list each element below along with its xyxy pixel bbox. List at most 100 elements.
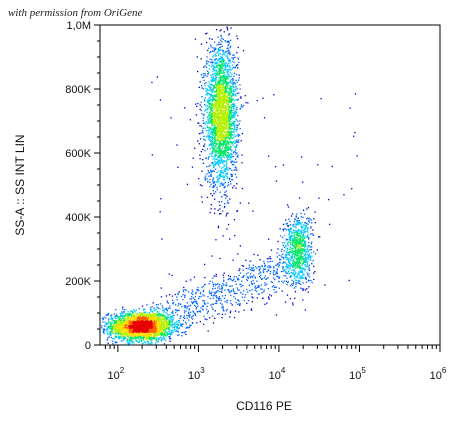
data-point	[214, 95, 216, 97]
data-point	[123, 338, 125, 340]
data-point	[212, 68, 214, 70]
data-point	[212, 55, 214, 58]
data-point	[227, 148, 230, 151]
data-point	[219, 90, 221, 93]
data-point	[197, 102, 199, 105]
data-point	[217, 179, 220, 181]
data-point	[213, 55, 215, 57]
data-point	[226, 195, 228, 197]
data-point	[141, 323, 143, 325]
data-point	[130, 329, 132, 332]
data-point	[222, 125, 224, 128]
data-point	[129, 337, 131, 340]
data-point	[151, 311, 154, 313]
data-point	[237, 156, 239, 158]
data-point	[210, 105, 213, 107]
data-point	[168, 324, 170, 326]
data-point	[209, 117, 211, 119]
data-point	[209, 153, 211, 155]
data-point	[224, 76, 227, 78]
data-point	[142, 316, 144, 318]
data-point	[223, 78, 225, 80]
data-point	[125, 335, 127, 337]
data-point	[227, 121, 229, 123]
data-point	[223, 82, 225, 84]
data-point	[222, 130, 225, 132]
data-point	[170, 319, 172, 321]
data-point	[208, 64, 210, 67]
data-point	[234, 113, 236, 115]
data-point	[222, 123, 224, 125]
data-point	[156, 322, 158, 325]
data-point	[132, 324, 135, 326]
data-point	[138, 323, 140, 325]
data-point	[216, 96, 218, 98]
data-point	[231, 57, 233, 59]
data-point	[213, 130, 215, 132]
data-point	[199, 184, 202, 186]
data-point	[224, 148, 226, 150]
data-point	[214, 106, 217, 108]
data-point	[128, 316, 130, 319]
data-point	[234, 234, 236, 237]
data-point	[149, 318, 151, 320]
data-point	[165, 312, 167, 314]
data-point	[124, 337, 126, 339]
data-point	[147, 337, 149, 339]
data-point	[223, 86, 225, 88]
data-point	[233, 111, 235, 114]
data-point	[210, 175, 213, 177]
data-point	[216, 133, 218, 135]
data-point	[231, 105, 233, 108]
data-point	[169, 321, 171, 323]
data-point	[229, 54, 231, 56]
data-point	[145, 331, 147, 334]
data-point	[211, 84, 213, 86]
data-point	[219, 77, 221, 79]
data-point	[211, 100, 213, 103]
data-point	[219, 204, 221, 206]
data-point	[220, 125, 222, 127]
data-point	[226, 162, 228, 164]
data-point	[166, 328, 168, 330]
data-point	[148, 338, 150, 340]
data-point	[122, 324, 124, 327]
data-point	[221, 116, 223, 118]
data-point	[217, 59, 219, 61]
data-point	[130, 340, 132, 342]
data-point	[235, 79, 237, 81]
data-point	[146, 336, 148, 338]
data-point	[221, 118, 223, 120]
data-point	[221, 196, 223, 198]
data-point	[202, 127, 204, 129]
data-point	[211, 103, 213, 105]
data-point	[129, 318, 132, 320]
data-point	[206, 125, 208, 127]
data-point	[156, 314, 158, 317]
data-point	[174, 328, 176, 330]
data-point	[114, 341, 116, 343]
data-point	[231, 95, 233, 97]
data-point	[207, 121, 209, 123]
data-point	[223, 105, 226, 107]
data-point	[112, 337, 114, 340]
data-point	[157, 324, 159, 327]
data-point	[211, 88, 214, 90]
data-point	[204, 176, 206, 179]
data-point	[212, 150, 214, 152]
data-point	[202, 120, 204, 122]
data-point	[214, 87, 217, 89]
data-point	[161, 334, 164, 336]
data-point	[130, 323, 133, 325]
data-point	[219, 112, 222, 114]
data-point	[134, 333, 136, 335]
data-point	[226, 84, 228, 86]
data-point	[149, 313, 151, 315]
data-point	[176, 323, 178, 326]
data-point	[215, 168, 217, 170]
data-point	[177, 324, 179, 326]
data-point	[207, 99, 209, 101]
data-point	[224, 86, 226, 89]
data-point	[219, 101, 222, 104]
